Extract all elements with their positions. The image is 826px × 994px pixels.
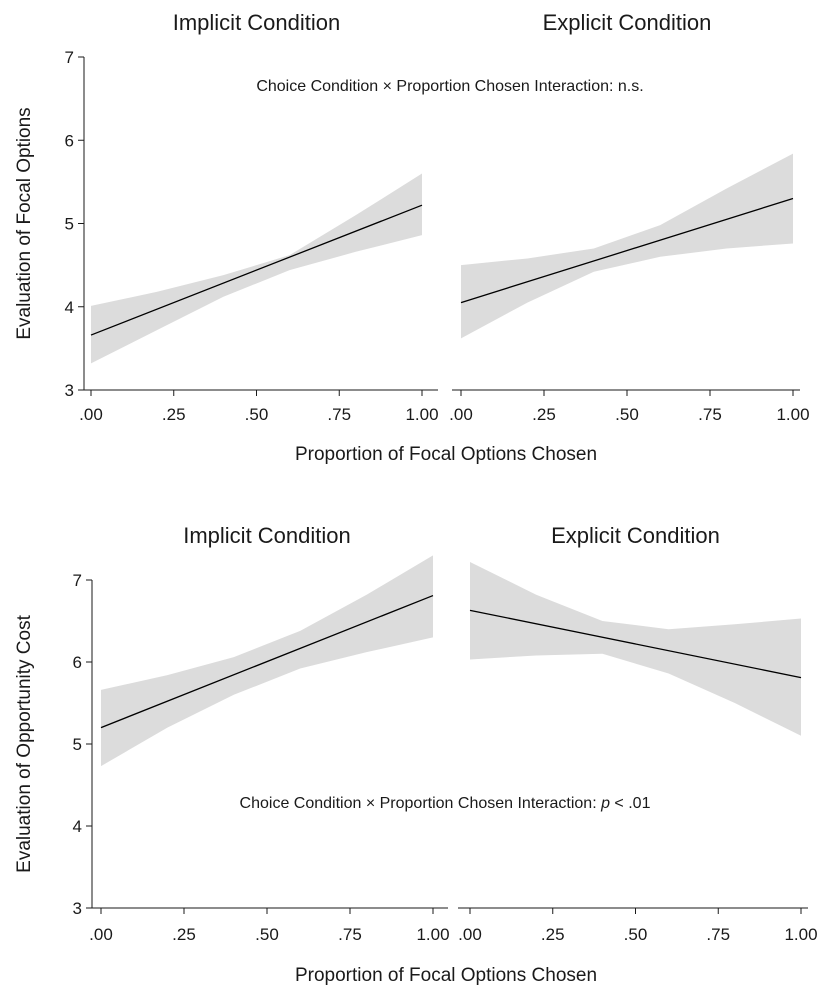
x-tick-label: .00 bbox=[458, 925, 482, 944]
annotation-text-prefix: Choice Condition × Proportion Chosen Int… bbox=[256, 78, 643, 95]
confidence-band bbox=[461, 153, 793, 339]
x-tick-label: .50 bbox=[255, 925, 279, 944]
regression-line bbox=[469, 609, 802, 679]
chart-1: 3 4 5 6 7 Evaluation of Focal Options .00 .25 .5… bbox=[14, 10, 810, 465]
confidence-band bbox=[91, 173, 422, 364]
y-tick-label: 3 bbox=[73, 899, 82, 918]
y-axis-title: Evaluation of Focal Options bbox=[14, 107, 35, 339]
x-axis-title: Proportion of Focal Options Chosen bbox=[295, 965, 597, 986]
x-tick-label: 1.00 bbox=[405, 405, 438, 424]
y-tick-label: 5 bbox=[65, 215, 74, 234]
x-tick-label: .50 bbox=[615, 405, 639, 424]
y-tick-label: 7 bbox=[65, 48, 74, 67]
confidence-band bbox=[470, 561, 801, 736]
panel-explicit: .00 .25 .50 .75 1.00 Explicit Condition bbox=[458, 523, 818, 944]
x-tick-label: .50 bbox=[245, 405, 269, 424]
y-tick-label: 5 bbox=[73, 735, 82, 754]
annotation-text-suffix: < .01 bbox=[610, 795, 651, 812]
annotation-p-symbol: p bbox=[600, 795, 610, 812]
y-axis-title: Evaluation of Opportunity Cost bbox=[14, 614, 35, 872]
y-tick-label: 6 bbox=[65, 131, 74, 150]
y-tick-label: 6 bbox=[73, 653, 82, 672]
x-tick-label: .25 bbox=[162, 405, 186, 424]
interaction-annotation: Choice Condition × Proportion Chosen Int… bbox=[256, 78, 643, 95]
x-tick-label: .75 bbox=[338, 925, 362, 944]
panel-implicit: .00 .25 .50 .75 1.00 Implicit Condition bbox=[89, 523, 449, 944]
x-tick-label: .25 bbox=[532, 405, 556, 424]
x-axis-title: Proportion of Focal Options Chosen bbox=[295, 444, 597, 465]
x-tick-label: .50 bbox=[624, 925, 648, 944]
y-tick-label: 4 bbox=[73, 817, 82, 836]
x-tick-label: .00 bbox=[79, 405, 103, 424]
x-tick-label: .25 bbox=[541, 925, 565, 944]
x-tick-label: 1.00 bbox=[416, 925, 449, 944]
panel-title: Implicit Condition bbox=[183, 523, 351, 548]
regression-line bbox=[100, 594, 434, 729]
x-tick-label: 1.00 bbox=[784, 925, 817, 944]
confidence-band bbox=[101, 555, 433, 767]
regression-line bbox=[460, 197, 794, 304]
panel-explicit: .00 .25 .50 .75 1.00 Explicit Condition bbox=[449, 10, 809, 424]
x-tick-label: .00 bbox=[89, 925, 113, 944]
regression-line bbox=[90, 204, 423, 336]
y-tick-label: 3 bbox=[65, 381, 74, 400]
x-tick-label: .75 bbox=[698, 405, 722, 424]
x-tick-label: 1.00 bbox=[776, 405, 809, 424]
y-tick-label: 7 bbox=[73, 571, 82, 590]
x-tick-label: .00 bbox=[449, 405, 473, 424]
panel-title: Implicit Condition bbox=[173, 10, 341, 35]
panel-title: Explicit Condition bbox=[551, 523, 720, 548]
interaction-annotation: Choice Condition × Proportion Chosen Int… bbox=[240, 795, 651, 812]
panel-implicit: .00 .25 .50 .75 1.00 Implicit Condition bbox=[79, 10, 438, 424]
annotation-text-prefix: Choice Condition × Proportion Chosen Int… bbox=[240, 795, 602, 812]
x-tick-label: .25 bbox=[172, 925, 196, 944]
y-tick-label: 4 bbox=[65, 298, 74, 317]
chart-2: 3 4 5 6 7 Evaluation of Opportunity Cost .00 .2… bbox=[14, 523, 818, 986]
x-tick-label: .75 bbox=[706, 925, 730, 944]
panel-title: Explicit Condition bbox=[543, 10, 712, 35]
x-tick-label: .75 bbox=[327, 405, 351, 424]
